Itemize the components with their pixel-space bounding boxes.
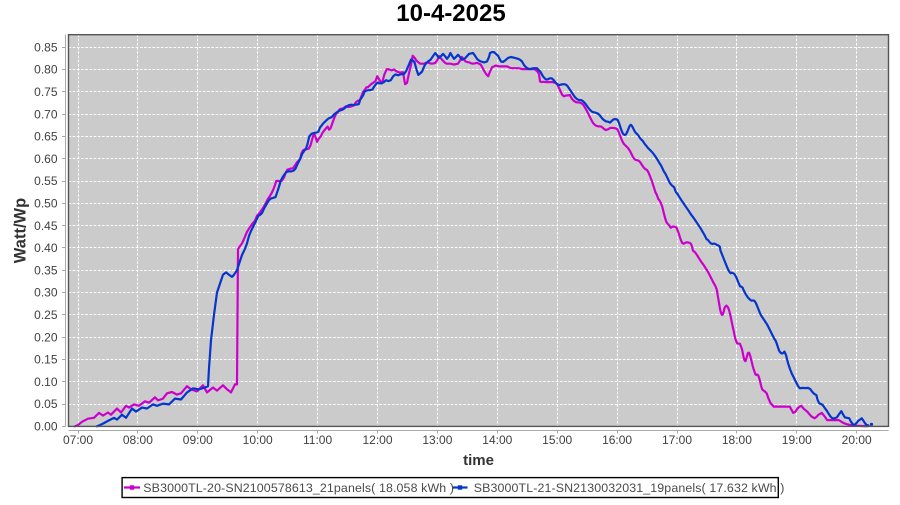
svg-text:20:00: 20:00 (842, 433, 872, 447)
svg-text:0.70: 0.70 (34, 107, 58, 121)
svg-text:time: time (463, 452, 494, 469)
svg-text:0.20: 0.20 (34, 330, 58, 344)
svg-text:0.05: 0.05 (34, 397, 58, 411)
svg-text:10:00: 10:00 (243, 433, 273, 447)
svg-text:18:00: 18:00 (722, 433, 752, 447)
svg-text:0.55: 0.55 (34, 174, 58, 188)
svg-text:08:00: 08:00 (123, 433, 153, 447)
svg-text:0.80: 0.80 (34, 63, 58, 77)
svg-text:0.50: 0.50 (34, 197, 58, 211)
svg-text:0.45: 0.45 (34, 219, 58, 233)
svg-text:Watt/Wp: Watt/Wp (12, 198, 30, 263)
svg-text:13:00: 13:00 (422, 433, 452, 447)
svg-text:0.25: 0.25 (34, 308, 58, 322)
svg-text:07:00: 07:00 (63, 433, 93, 447)
svg-text:0.35: 0.35 (34, 263, 58, 277)
svg-text:15:00: 15:00 (542, 433, 572, 447)
svg-text:10-4-2025: 10-4-2025 (396, 0, 505, 27)
svg-text:19:00: 19:00 (782, 433, 812, 447)
svg-text:0.00: 0.00 (34, 420, 58, 434)
svg-text:0.65: 0.65 (34, 130, 58, 144)
svg-text:SB3000TL-21-SN2130032031_19pan: SB3000TL-21-SN2130032031_19panels( 17.63… (474, 481, 785, 495)
svg-text:0.75: 0.75 (34, 85, 58, 99)
svg-text:17:00: 17:00 (662, 433, 692, 447)
svg-text:12:00: 12:00 (362, 433, 392, 447)
svg-text:16:00: 16:00 (602, 433, 632, 447)
svg-text:0.30: 0.30 (34, 286, 58, 300)
svg-text:SB3000TL-20-SN2100578613_21pan: SB3000TL-20-SN2100578613_21panels( 18.05… (143, 481, 454, 495)
svg-text:11:00: 11:00 (303, 433, 332, 447)
svg-text:0.10: 0.10 (34, 375, 58, 389)
svg-text:0.15: 0.15 (34, 353, 58, 367)
svg-text:09:00: 09:00 (183, 433, 213, 447)
svg-text:0.85: 0.85 (34, 40, 58, 54)
svg-text:14:00: 14:00 (482, 433, 512, 447)
svg-text:0.60: 0.60 (34, 152, 58, 166)
svg-text:0.40: 0.40 (34, 241, 58, 255)
